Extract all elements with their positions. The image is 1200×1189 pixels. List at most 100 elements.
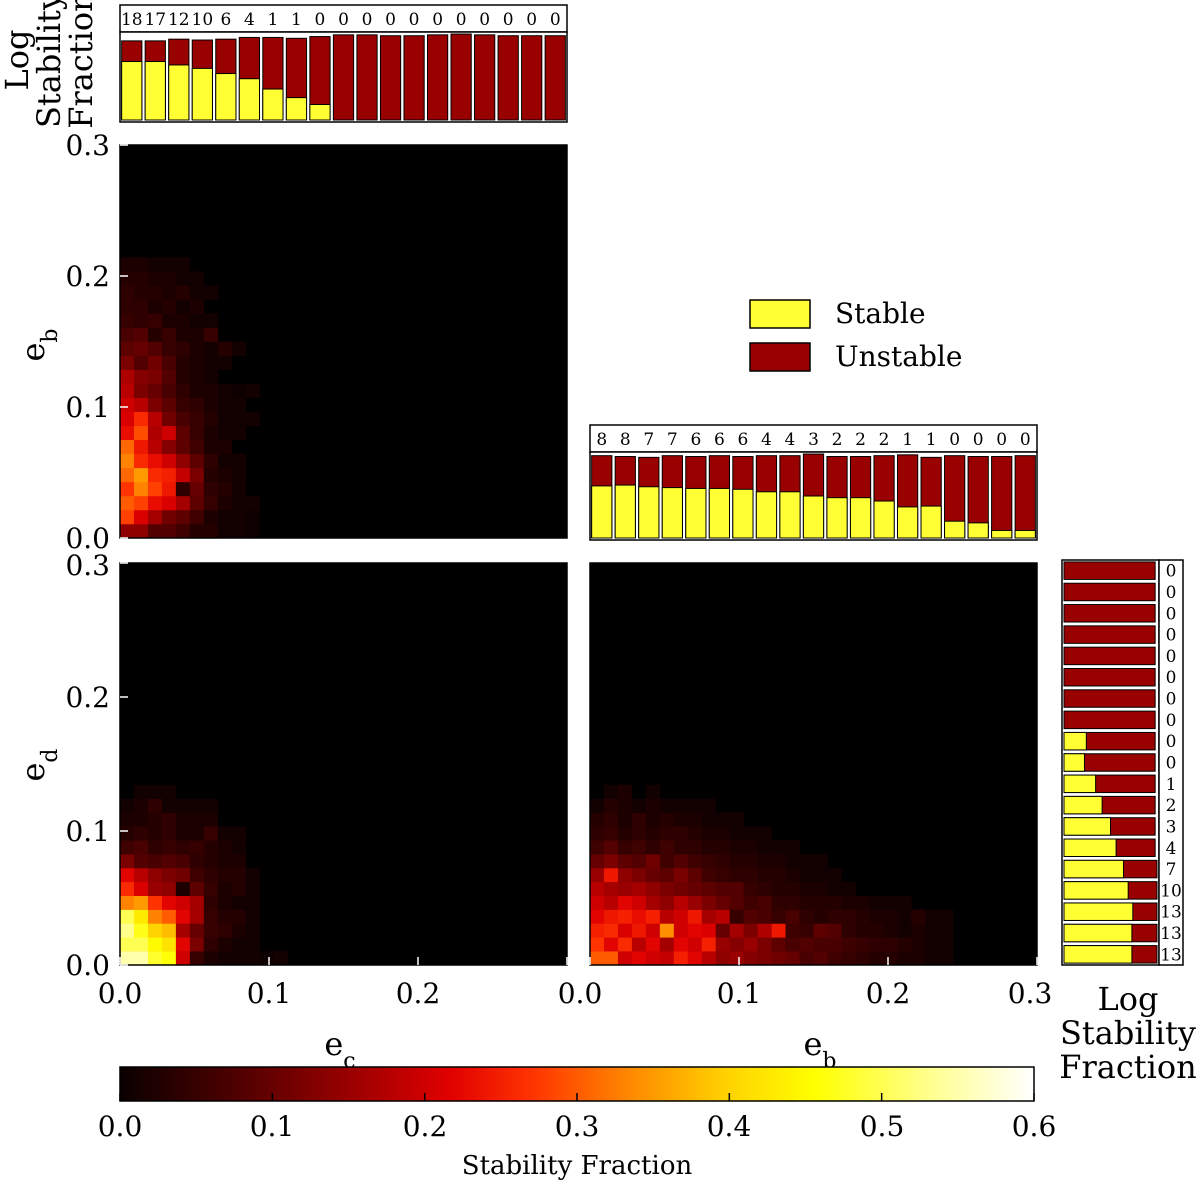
count-label: 17 [144, 10, 166, 30]
count-label: 4 [244, 10, 255, 30]
x-tick-label: 0.2 [866, 977, 911, 1010]
heatmap-cell [203, 341, 219, 356]
heatmap-cell [189, 826, 205, 841]
heatmap-cell [729, 951, 744, 966]
unstable-bar [1063, 668, 1156, 687]
heatmap-cell [147, 854, 163, 869]
heatmap-cell [217, 453, 233, 469]
heatmap-cell [231, 425, 247, 441]
heatmap-cell [161, 327, 177, 342]
colorbar-ticks [119, 1093, 1035, 1101]
heatmap-cell [673, 826, 689, 841]
heatmap-cell [120, 369, 135, 384]
heatmap-eb-ed-frame [589, 562, 1038, 966]
heatmap-cell [120, 937, 135, 952]
heatmap-cell [203, 467, 219, 483]
heatmap-cell [645, 784, 661, 799]
heatmap-cell [120, 425, 135, 441]
heatmap-cell [133, 285, 149, 300]
top-side-label-line2: Stability [30, 0, 68, 128]
heatmap-cell [841, 923, 856, 938]
heatmap-cell [175, 313, 191, 328]
count-label: 3 [808, 430, 819, 450]
heatmap-cell [813, 909, 828, 924]
heatmap-cell [245, 509, 260, 525]
heatmap-cell [147, 425, 163, 441]
heatmap-cell [161, 453, 177, 469]
heatmap-cell [175, 951, 191, 966]
heatmap-cell [771, 867, 786, 883]
y-tick-label: 0.2 [65, 681, 110, 714]
heatmap-cell [189, 481, 205, 497]
right-side-label-line2: Stability [1060, 1014, 1196, 1052]
heatmap-cell [715, 812, 730, 827]
y-tick-label: 0.0 [65, 522, 110, 555]
legend-unstable-swatch [749, 342, 811, 372]
heatmap-cell [617, 867, 633, 883]
heatmap-cell [259, 951, 274, 966]
heatmap-cell [133, 798, 149, 813]
x-tick-label: 0.0 [558, 977, 603, 1010]
heatmap-cell [617, 826, 633, 841]
heatmap-cell [217, 523, 233, 539]
heatmap-cell [147, 467, 163, 483]
heatmap-cell [631, 826, 647, 841]
heatmap-cell [203, 840, 219, 855]
heatmap-cell [603, 826, 619, 841]
heatmap-cell [175, 923, 191, 938]
heatmap-cell [590, 951, 605, 966]
heatmap-cell [189, 923, 205, 938]
heatmap-cell [785, 867, 800, 883]
heatmap-cell [161, 798, 177, 813]
heatmap-cell [175, 327, 191, 342]
heatmap-cell [161, 341, 177, 356]
heatmap-cell [659, 812, 675, 827]
heatmap-cell [715, 854, 730, 869]
heatmap-cell [147, 826, 163, 841]
stable-bar [1063, 795, 1103, 815]
heatmap-cell [231, 523, 247, 539]
stable-bar [238, 78, 261, 121]
stable-bar [826, 497, 848, 539]
heatmap-cell [231, 341, 247, 356]
count-label: 8 [596, 430, 607, 450]
heatmap-cell [147, 881, 163, 896]
heatmap-cell [217, 495, 233, 511]
heatmap-cell [645, 840, 661, 855]
heatmap-cell [161, 355, 177, 370]
heatmap-cell [590, 923, 605, 938]
heatmap-cell [757, 867, 772, 883]
heatmap-cell [203, 439, 219, 455]
heatmap-cell [203, 383, 219, 398]
heatmap-cell [673, 798, 689, 813]
heatmap-cell [883, 895, 898, 910]
count-label: 2 [879, 430, 890, 450]
heatmap-cell [841, 909, 856, 924]
heatmap-cell [231, 909, 247, 924]
heatmap-cell [771, 840, 786, 855]
heatmap-cell [757, 881, 772, 896]
heatmap-cell [217, 937, 233, 952]
heatmap-cell [217, 854, 233, 869]
heatmap-cell [231, 895, 247, 910]
heatmap-cell [869, 937, 884, 952]
heatmap-cell [231, 867, 247, 883]
heatmap-cell [617, 895, 633, 910]
stable-bar [591, 485, 613, 539]
count-label: 0 [1166, 647, 1177, 667]
heatmap-cell [175, 481, 191, 497]
unstable-bar [450, 33, 472, 121]
heatmap-cell [120, 923, 135, 938]
colorbar-label: Stability Fraction [462, 1151, 693, 1181]
heatmap-cell [603, 951, 619, 966]
heatmap-cell [133, 369, 149, 384]
heatmap-cell [245, 895, 260, 910]
heatmap-cell [161, 257, 177, 272]
count-label: 13 [1160, 903, 1182, 923]
heatmap-eb-ed-cells [590, 784, 954, 966]
heatmap-cell [133, 383, 149, 398]
heatmap-cell [939, 937, 954, 952]
heatmap-cell [147, 313, 163, 328]
unstable-bar [1063, 689, 1156, 708]
